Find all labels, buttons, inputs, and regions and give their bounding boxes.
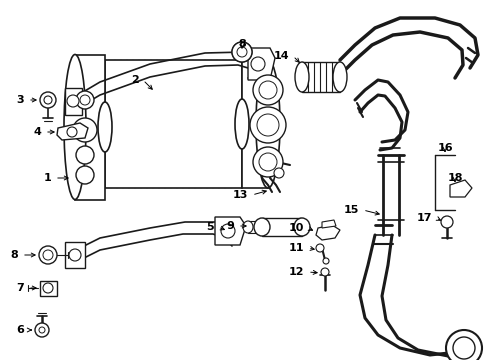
Text: 12: 12 xyxy=(289,267,304,277)
Circle shape xyxy=(441,216,453,228)
Ellipse shape xyxy=(294,218,310,236)
Circle shape xyxy=(257,114,279,136)
Text: 6: 6 xyxy=(16,325,24,335)
Circle shape xyxy=(232,42,252,62)
Ellipse shape xyxy=(98,102,112,152)
Circle shape xyxy=(446,330,482,360)
Polygon shape xyxy=(40,281,57,296)
Circle shape xyxy=(80,95,90,105)
Text: 8: 8 xyxy=(10,250,18,260)
Text: 13: 13 xyxy=(233,190,248,200)
Circle shape xyxy=(316,244,324,252)
Polygon shape xyxy=(262,218,302,236)
Ellipse shape xyxy=(254,218,270,236)
Circle shape xyxy=(221,224,235,238)
Circle shape xyxy=(44,96,52,104)
Polygon shape xyxy=(75,55,105,200)
Polygon shape xyxy=(248,221,262,233)
Circle shape xyxy=(76,146,94,164)
Circle shape xyxy=(40,92,56,108)
Polygon shape xyxy=(242,60,268,188)
Circle shape xyxy=(67,95,79,107)
Text: 10: 10 xyxy=(289,223,304,233)
Polygon shape xyxy=(322,220,336,228)
Circle shape xyxy=(73,118,97,142)
Text: 15: 15 xyxy=(343,205,359,215)
Polygon shape xyxy=(65,242,85,268)
Circle shape xyxy=(43,250,53,260)
Polygon shape xyxy=(302,62,340,92)
Circle shape xyxy=(43,283,53,293)
Polygon shape xyxy=(57,123,88,140)
Circle shape xyxy=(321,268,329,276)
Circle shape xyxy=(39,327,45,333)
Ellipse shape xyxy=(64,54,86,199)
Circle shape xyxy=(250,107,286,143)
Circle shape xyxy=(253,75,283,105)
Text: 2: 2 xyxy=(131,75,139,85)
Polygon shape xyxy=(215,217,246,245)
Bar xyxy=(105,60,242,188)
Polygon shape xyxy=(450,180,472,197)
Circle shape xyxy=(323,258,329,264)
Polygon shape xyxy=(65,88,82,115)
Text: 3: 3 xyxy=(16,95,24,105)
Circle shape xyxy=(253,147,283,177)
Ellipse shape xyxy=(256,60,280,188)
Text: 16: 16 xyxy=(437,143,453,153)
Ellipse shape xyxy=(243,221,253,233)
Circle shape xyxy=(67,127,77,137)
Circle shape xyxy=(237,47,247,57)
Circle shape xyxy=(76,166,94,184)
Circle shape xyxy=(232,42,252,62)
Circle shape xyxy=(39,246,57,264)
Polygon shape xyxy=(316,225,340,240)
Text: 9: 9 xyxy=(226,221,234,231)
Circle shape xyxy=(274,168,284,178)
Ellipse shape xyxy=(235,99,249,149)
Ellipse shape xyxy=(333,62,347,92)
Text: 7: 7 xyxy=(16,283,24,293)
Circle shape xyxy=(35,323,49,337)
Text: 14: 14 xyxy=(273,51,289,61)
Text: 4: 4 xyxy=(33,127,41,137)
Text: 17: 17 xyxy=(416,213,432,223)
Text: 8: 8 xyxy=(238,39,246,49)
Circle shape xyxy=(259,81,277,99)
Text: 1: 1 xyxy=(43,173,51,183)
Polygon shape xyxy=(248,48,275,80)
Circle shape xyxy=(453,337,475,359)
Ellipse shape xyxy=(295,62,309,92)
Circle shape xyxy=(237,47,247,57)
Text: 5: 5 xyxy=(206,222,214,232)
Text: 11: 11 xyxy=(289,243,304,253)
Circle shape xyxy=(76,91,94,109)
Circle shape xyxy=(251,57,265,71)
Circle shape xyxy=(259,153,277,171)
Circle shape xyxy=(69,249,81,261)
Text: 18: 18 xyxy=(447,173,463,183)
